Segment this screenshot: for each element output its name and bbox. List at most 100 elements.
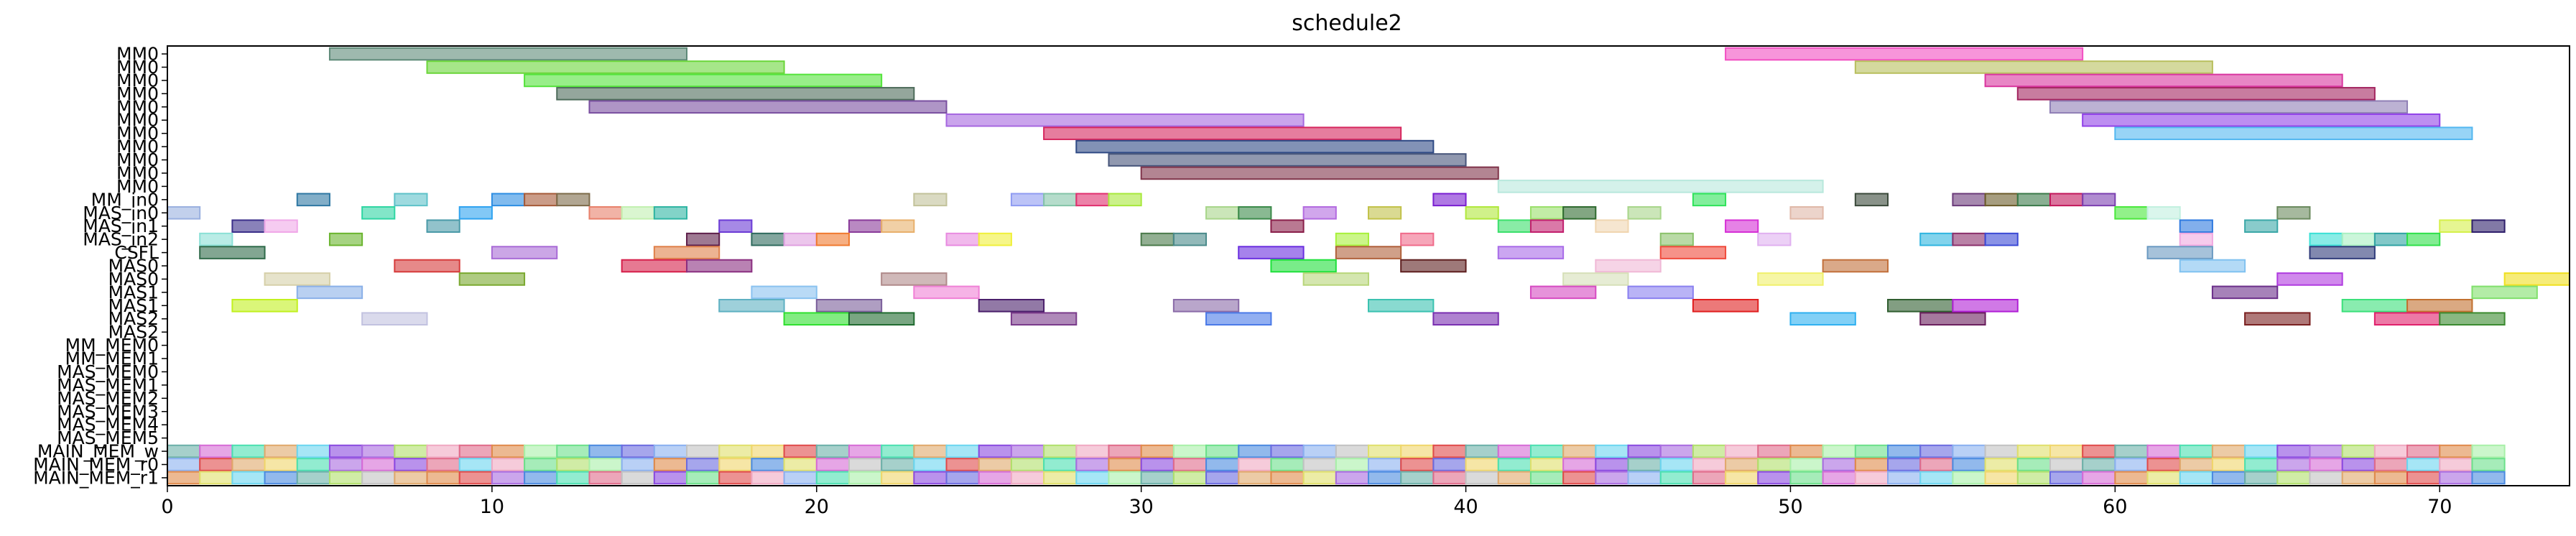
memory-bar — [2373, 444, 2409, 458]
memory-bar — [361, 444, 396, 458]
memory-bar — [2439, 444, 2473, 458]
task-bar — [556, 87, 915, 101]
memory-bar — [1140, 471, 1175, 485]
memory-bar — [1529, 458, 1565, 471]
memory-bar — [1725, 471, 1759, 485]
y-tick-label: MM0 — [116, 57, 159, 78]
memory-bar — [783, 471, 817, 485]
memory-bar — [1140, 444, 1175, 458]
task-bar — [1400, 259, 1467, 273]
memory-bar — [2309, 444, 2343, 458]
y-tick-label: MAIN_MEM_w — [37, 441, 159, 462]
task-bar — [458, 205, 493, 220]
memory-bar — [1822, 458, 1856, 471]
memory-bar — [815, 444, 850, 458]
task-bar — [1887, 299, 1954, 313]
memory-bar — [653, 458, 688, 471]
memory-bar — [1368, 458, 1402, 471]
task-bar — [588, 100, 948, 114]
task-bar — [1140, 166, 1499, 180]
memory-bar — [751, 444, 785, 458]
memory-bar — [2471, 444, 2506, 458]
task-bar — [394, 193, 428, 207]
memory-bar — [426, 444, 460, 458]
x-tick-label: 60 — [2103, 496, 2127, 518]
memory-bar — [2082, 471, 2116, 485]
memory-bar — [167, 458, 201, 471]
memory-bar — [2341, 471, 2376, 485]
task-bar — [1432, 312, 1499, 326]
memory-bar — [1172, 471, 1208, 485]
y-tick-label: MAIN_MEM_r1 — [33, 467, 159, 488]
memory-bar — [1108, 471, 1142, 485]
task-bar — [1854, 60, 2213, 74]
memory-bar — [1432, 458, 1467, 471]
task-bar — [1270, 259, 1337, 273]
memory-bar — [1789, 444, 1824, 458]
memory-bar — [913, 458, 948, 471]
memory-bar — [945, 458, 980, 471]
y-tick-label: MM0 — [116, 123, 159, 144]
task-bar — [783, 232, 817, 246]
memory-bar — [2179, 471, 2213, 485]
memory-bar — [1400, 444, 1435, 458]
memory-bar — [2471, 471, 2506, 485]
task-bar — [2016, 193, 2051, 207]
memory-bar — [2049, 471, 2084, 485]
task-bar — [167, 205, 201, 220]
memory-bar — [881, 458, 915, 471]
memory-bar — [1627, 444, 1662, 458]
task-bar — [881, 219, 915, 233]
task-bar — [328, 232, 363, 246]
memory-bar — [1822, 471, 1856, 485]
task-bar — [2471, 219, 2506, 233]
task-bar — [1725, 219, 1759, 233]
task-bar — [653, 205, 688, 220]
bars-layer — [167, 47, 2570, 485]
task-bar — [2016, 87, 2376, 101]
task-bar — [2503, 272, 2570, 286]
task-bar — [1010, 193, 1045, 207]
memory-bar — [1919, 458, 1954, 471]
memory-bar — [524, 471, 558, 485]
x-tick-label: 40 — [1453, 496, 1478, 518]
memory-bar — [653, 444, 688, 458]
y-tick-label: MM0 — [116, 44, 159, 65]
memory-bar — [167, 471, 201, 485]
memory-bar — [2439, 458, 2473, 471]
task-bar — [1400, 232, 1435, 246]
task-bar — [1952, 232, 1986, 246]
task-bar — [2049, 100, 2409, 114]
memory-bar — [2211, 458, 2246, 471]
x-tick-label: 50 — [1778, 496, 1802, 518]
task-bar — [1659, 232, 1694, 246]
memory-bar — [1432, 471, 1467, 485]
memory-bar — [1368, 444, 1402, 458]
task-bar — [2179, 259, 2246, 273]
y-tick-label: MAIN_MEM_r0 — [33, 454, 159, 475]
task-bar — [588, 205, 623, 220]
task-bar — [848, 219, 883, 233]
memory-bar — [1952, 471, 1986, 485]
task-bar — [1238, 205, 1272, 220]
memory-bar — [2146, 458, 2181, 471]
memory-bar — [2244, 471, 2279, 485]
memory-bar — [1692, 458, 1727, 471]
memory-bar — [1725, 458, 1759, 471]
memory-bar — [2049, 444, 2084, 458]
memory-bar — [588, 471, 623, 485]
memory-bar — [1043, 471, 1078, 485]
task-bar — [1335, 232, 1369, 246]
memory-bar — [815, 471, 850, 485]
memory-bar — [1984, 458, 2019, 471]
memory-bar — [2406, 444, 2441, 458]
memory-bar — [2211, 444, 2246, 458]
task-bar — [718, 299, 785, 313]
memory-bar — [848, 444, 883, 458]
task-bar — [1627, 285, 1694, 300]
task-bar — [1919, 312, 1986, 326]
memory-bar — [556, 471, 590, 485]
task-bar — [1692, 299, 1759, 313]
task-bar — [2082, 113, 2441, 127]
task-bar — [264, 272, 330, 286]
